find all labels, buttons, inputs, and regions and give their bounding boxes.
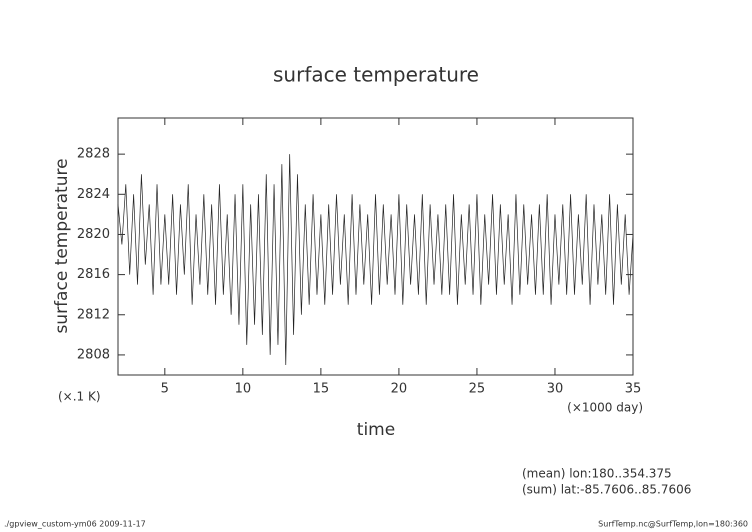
- x-tick-label: 20: [391, 382, 408, 397]
- x-tick-label: 25: [469, 382, 486, 397]
- x-tick-label: 5: [161, 382, 169, 397]
- chart-title: surface temperature: [273, 63, 479, 87]
- data-line: [117, 154, 634, 365]
- y-axis-label: surface temperature: [52, 158, 72, 333]
- footer-left: ./gpview_custom-ym06 2009-11-17: [4, 520, 146, 529]
- y-tick-label: 2824: [77, 187, 110, 202]
- x-tick-label: 30: [547, 382, 564, 397]
- plot-frame: [117, 117, 634, 376]
- x-axis-label: time: [357, 420, 395, 440]
- annotation: (sum) lat:-85.7606..85.7606: [522, 483, 691, 497]
- y-tick-label: 2828: [77, 147, 110, 162]
- x-unit-label: (×1000 day): [567, 401, 643, 415]
- y-tick-label: 2816: [77, 267, 110, 282]
- y-tick-label: 2808: [77, 347, 110, 362]
- y-tick-label: 2820: [77, 227, 110, 242]
- y-tick-label: 2812: [77, 307, 110, 322]
- footer-right: SurfTemp.nc@SurfTemp,lon=180:360: [598, 520, 748, 529]
- x-tick-label: 10: [235, 382, 252, 397]
- annotation: (mean) lon:180..354.375: [522, 467, 672, 481]
- x-tick-label: 35: [625, 382, 642, 397]
- x-tick-label: 15: [313, 382, 330, 397]
- y-unit-label: (×.1 K): [58, 390, 101, 404]
